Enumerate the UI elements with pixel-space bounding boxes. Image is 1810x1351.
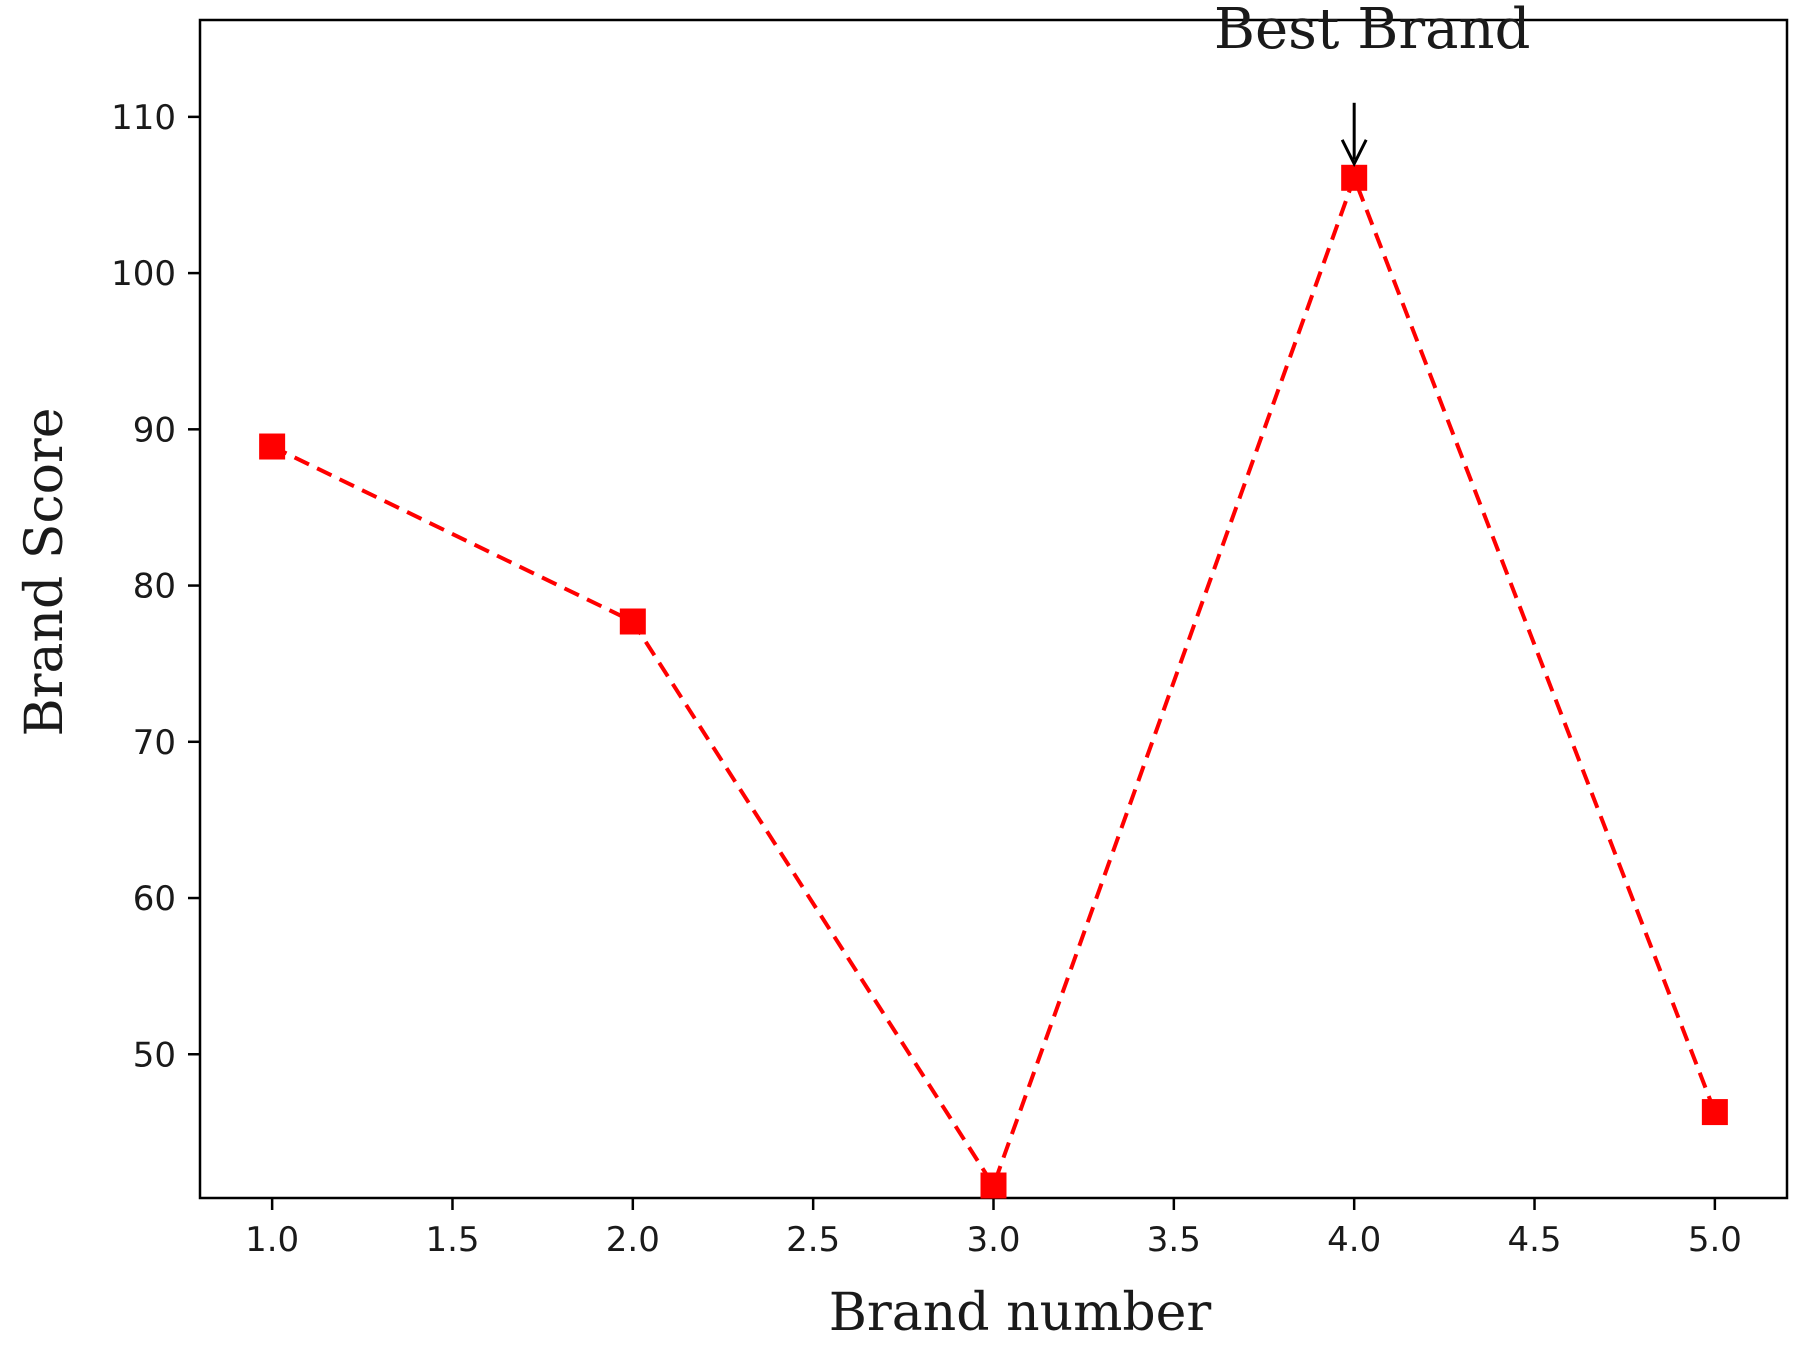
x-tick-label: 3.5 <box>1147 1220 1201 1260</box>
x-tick-label: 5.0 <box>1688 1220 1742 1260</box>
series-line <box>271 172 1717 1191</box>
plot-frame <box>198 18 1789 1200</box>
y-tick-label: 110 <box>111 98 176 138</box>
x-tick-label: 2.0 <box>606 1220 660 1260</box>
data-point-marker <box>619 608 646 635</box>
x-axis-title: Brand number <box>829 1283 1212 1343</box>
y-tick-label: 50 <box>133 1035 176 1075</box>
x-axis-ticks: 1.0 1.5 2.0 2.5 3.0 3.5 4.0 4.5 5.0 <box>245 1198 1742 1260</box>
y-tick-label: 100 <box>111 254 176 294</box>
x-tick-label: 1.5 <box>425 1220 479 1260</box>
data-point-marker <box>1701 1099 1728 1126</box>
annotation-layer: Best Brand <box>1214 0 1531 168</box>
x-tick-label: 3.0 <box>966 1220 1020 1260</box>
y-tick-label: 70 <box>133 723 176 763</box>
y-tick-label: 90 <box>133 410 176 450</box>
y-tick-label: 80 <box>133 567 176 607</box>
y-axis-ticks: 50 60 70 80 90 100 110 <box>111 98 200 1075</box>
data-point-marker <box>980 1172 1007 1199</box>
annotation-arrow-head <box>1340 139 1368 168</box>
series-layer <box>259 164 1728 1199</box>
y-tick-label: 60 <box>133 879 176 919</box>
x-tick-label: 4.0 <box>1327 1220 1381 1260</box>
y-axis-title: Brand Score <box>15 407 75 736</box>
x-tick-label: 4.5 <box>1507 1220 1561 1260</box>
data-point-marker <box>259 433 286 460</box>
annotation-label: Best Brand <box>1214 0 1531 62</box>
x-tick-label: 2.5 <box>786 1220 840 1260</box>
data-point-marker <box>1341 164 1368 191</box>
x-tick-label: 1.0 <box>245 1220 299 1260</box>
